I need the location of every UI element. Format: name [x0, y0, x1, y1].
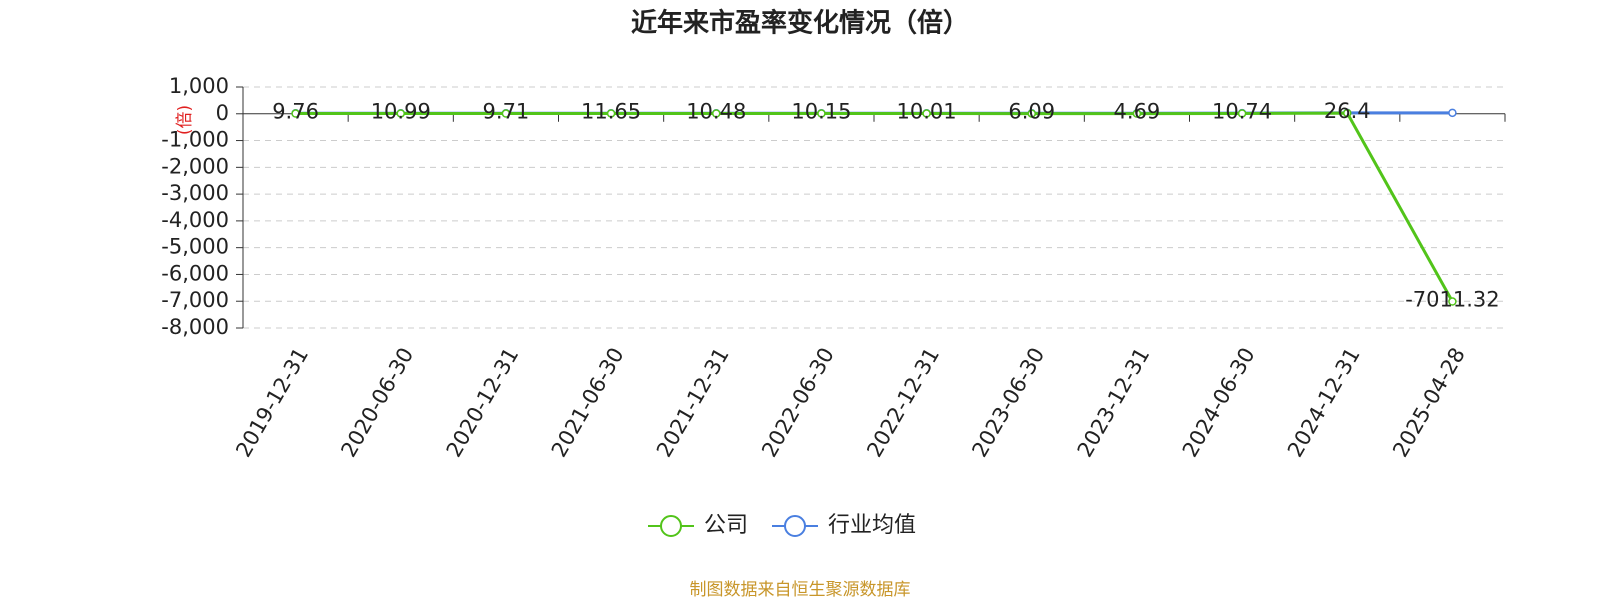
- data-label: 26.4: [1324, 99, 1371, 123]
- data-label: 6.09: [1008, 100, 1055, 124]
- legend-label[interactable]: 行业均值: [828, 513, 916, 538]
- y-tick-label: -2,000: [161, 154, 229, 178]
- x-tick-label: 2021-06-30: [547, 344, 629, 462]
- point: [1132, 109, 1142, 118]
- data-label: 4.69: [1114, 100, 1161, 124]
- point: [501, 109, 511, 118]
- legend-marker: [660, 515, 682, 537]
- data-label: 10.48: [686, 99, 746, 123]
- data-label: 11.65: [581, 99, 641, 123]
- chart-title: 近年来市盈率变化情况（倍）: [631, 8, 969, 39]
- point: [1448, 108, 1457, 118]
- point: [922, 109, 931, 118]
- point: [1448, 297, 1457, 306]
- y-axis-label: (倍): [175, 105, 195, 135]
- legend-marker: [784, 515, 806, 537]
- y-tick-label: -4,000: [161, 208, 229, 232]
- y-tick-label: -5,000: [161, 235, 229, 259]
- y-tick-label: -6,000: [161, 261, 229, 285]
- point: [291, 109, 300, 118]
- x-tick-label: 2024-06-30: [1178, 344, 1260, 462]
- series-line: [295, 111, 1454, 303]
- data-label: -7011.32: [1405, 288, 1499, 312]
- x-tick-label: 2022-12-31: [862, 344, 944, 462]
- point: [712, 109, 721, 118]
- y-tick-label: 0: [216, 101, 229, 125]
- point: [1343, 108, 1352, 118]
- x-tick-label: 2020-06-30: [336, 344, 418, 462]
- x-tick-label: 2022-06-30: [757, 344, 839, 462]
- data-label: 10.74: [1212, 99, 1272, 123]
- y-tick-label: 1,000: [169, 74, 229, 98]
- y-tick-label: -8,000: [161, 315, 229, 339]
- point: [396, 109, 405, 118]
- data-label: 9.71: [483, 100, 530, 124]
- x-tick-label: 2020-12-31: [442, 344, 524, 462]
- point: [606, 109, 616, 118]
- data-label: 10.01: [897, 100, 957, 124]
- legend-label[interactable]: 公司: [704, 513, 748, 538]
- data-label: 9.76: [272, 100, 319, 124]
- point: [817, 109, 826, 118]
- x-tick-label: 2021-12-31: [652, 344, 734, 462]
- point: [1027, 109, 1036, 118]
- y-tick-label: -3,000: [161, 181, 229, 205]
- x-tick-label: 2024-12-31: [1283, 344, 1365, 462]
- data-label: 10.99: [371, 99, 431, 123]
- data-label: 10.15: [791, 100, 851, 124]
- y-tick-label: -7,000: [161, 288, 229, 312]
- point: [1237, 109, 1247, 118]
- x-tick-label: 2023-06-30: [967, 344, 1049, 462]
- x-tick-label: 2023-12-31: [1073, 344, 1155, 462]
- x-tick-label: 2025-04-28: [1388, 344, 1470, 462]
- x-tick-label: 2019-12-31: [231, 344, 313, 462]
- source-note: 制图数据来自恒生聚源数据库: [690, 580, 911, 600]
- y-tick-label: -1,000: [161, 128, 229, 152]
